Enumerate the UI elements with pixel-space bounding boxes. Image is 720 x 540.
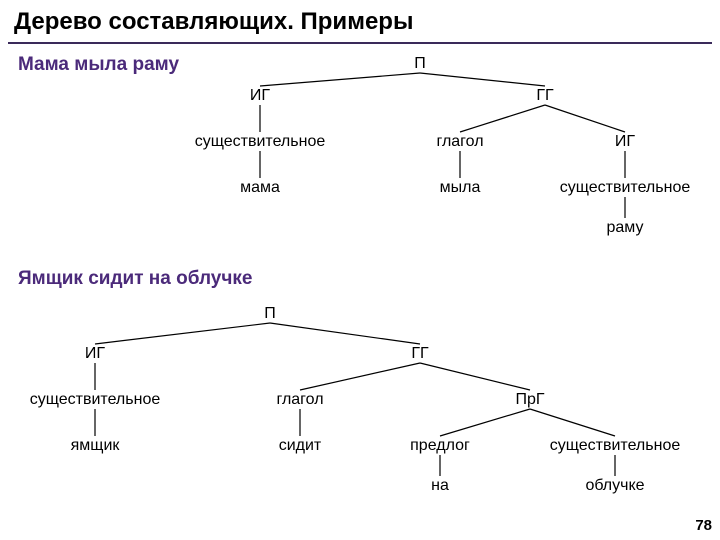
tree-node-label: предлог — [410, 437, 470, 454]
tree-node-label: существительное — [550, 437, 681, 454]
title-underline — [8, 42, 712, 44]
tree-node-label: глагол — [276, 391, 323, 408]
tree-node-label: существительное — [560, 179, 691, 196]
tree-node-label: на — [431, 477, 449, 494]
tree-node-label: существительное — [30, 391, 161, 408]
tree-node-label: мыла — [440, 179, 481, 196]
tree-node-label: ИГ — [85, 345, 106, 362]
tree-node-label: облучке — [585, 477, 644, 494]
tree-node-label: ИГ — [250, 87, 271, 104]
tree-diagram-2: П ИГ ГГ существительное глагол ПрГ ямщик сидит п… — [20, 300, 710, 510]
tree-node-label: ГГ — [411, 345, 429, 362]
tree-node-label: существительное — [195, 133, 326, 150]
page-number: 78 — [695, 517, 712, 534]
tree-node-label: ИГ — [615, 133, 636, 150]
sentence-1: Мама мыла раму — [18, 54, 179, 76]
tree-node-label: раму — [607, 219, 644, 236]
sentence-2: Ямщик сидит на облучке — [18, 268, 252, 290]
tree-diagram-1: П ИГ ГГ существительное глагол ИГ мама мыла суще… — [190, 50, 700, 250]
tree-node-label: сидит — [279, 437, 322, 454]
tree-node-label: ГГ — [536, 87, 554, 104]
tree-node-label: мама — [240, 179, 280, 196]
tree-node-label: глагол — [436, 133, 483, 150]
tree-node-label: П — [414, 55, 426, 72]
tree-node-label: ПрГ — [515, 391, 544, 408]
tree-node-label: П — [264, 305, 276, 322]
slide-title: Дерево составляющих. Примеры — [0, 0, 720, 40]
tree-node-label: ямщик — [71, 437, 121, 454]
